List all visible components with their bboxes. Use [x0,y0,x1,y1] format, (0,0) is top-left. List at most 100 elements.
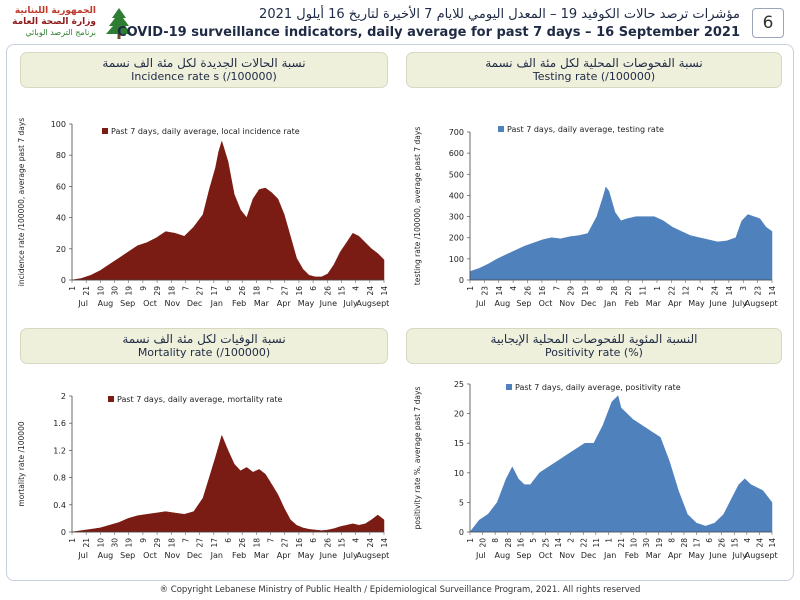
series-area [469,186,773,281]
x-day-tick-label: 12 [682,286,691,296]
x-month-label: Nov [164,299,180,308]
x-month-label: Mar [646,299,662,308]
legend-swatch [102,128,108,134]
x-month-label: May [298,551,315,560]
x-month-label: Jan [603,299,616,308]
x-day-tick-label: 2 [696,286,705,291]
x-day-tick-label: 16 [538,286,547,296]
x-month-label: Sep [516,551,531,560]
x-day-tick-label: 29 [153,286,162,296]
x-month-label: Augsept [356,551,389,560]
y-tick-label: 1.2 [53,446,66,455]
x-day-tick-label: 6 [224,286,233,291]
x-day-tick-label: 21 [82,286,91,296]
x-day-tick-label: 21 [82,538,91,548]
x-day-tick-label: 30 [111,286,120,296]
x-month-label: Jan [210,551,223,560]
y-tick-label: 60 [56,182,66,191]
x-day-tick-label: 17 [693,538,702,548]
mortality-title-ar: نسبة الوفيات لكل مئة الف نسمة [122,332,286,346]
x-month-label: Feb [232,299,246,308]
x-day-tick-label: 20 [624,286,633,296]
y-tick-label: 20 [454,410,464,419]
x-month-label: Dec [581,299,596,308]
x-day-tick-label: 26 [718,538,727,548]
x-month-label: May [298,299,315,308]
legend-swatch [498,126,504,132]
y-tick-label: 1.6 [53,419,66,428]
x-day-tick-label: 20 [479,538,488,548]
x-month-label: June [319,551,338,560]
x-month-label: Aug [495,551,511,560]
incidence-title-en: Incidence rate s (/100000) [131,70,277,83]
x-day-tick-label: 26 [238,286,247,296]
x-day-tick-label: 21 [617,538,626,548]
y-tick-label: 100 [449,255,464,264]
x-day-tick-label: 4 [352,286,361,291]
x-month-label: Apr [277,551,292,560]
x-month-label: Feb [625,551,639,560]
x-day-tick-label: 16 [295,538,304,548]
x-month-label: Oct [539,299,553,308]
x-day-tick-label: 9 [139,538,148,543]
x-month-label: Nov [559,551,575,560]
legend-label: Past 7 days, daily average, local incide… [111,127,300,136]
x-day-tick-label: 1 [466,538,475,543]
x-month-label: July [342,551,358,560]
x-month-label: July [342,299,358,308]
x-month-label: Dec [187,551,202,560]
x-month-label: Sep [120,299,135,308]
x-month-label: May [688,551,705,560]
x-day-tick-label: 5 [529,538,538,543]
x-day-tick-label: 18 [252,286,261,296]
x-day-tick-label: 11 [592,538,601,548]
x-day-tick-label: 10 [630,538,639,548]
x-month-label: Jul [77,299,88,308]
x-day-tick-label: 26 [323,538,332,548]
y-tick-label: 20 [56,245,66,254]
x-day-tick-label: 19 [655,538,664,548]
x-day-tick-label: 11 [639,286,648,296]
y-tick-label: 0 [459,276,464,285]
x-day-tick-label: 28 [680,538,689,548]
x-day-tick-label: 14 [380,538,389,548]
cedar-icon [106,8,132,39]
legend-swatch [108,396,114,402]
x-month-label: Jul [475,299,486,308]
legend-label: Past 7 days, daily average, testing rate [507,125,664,134]
x-day-tick-label: 7 [552,286,561,291]
x-month-label: June [708,299,727,308]
x-day-tick-label: 23 [480,286,489,296]
x-day-tick-label: 27 [196,286,205,296]
y-tick-label: 500 [449,170,464,179]
x-day-tick-label: 4 [743,538,752,543]
x-day-tick-label: 26 [238,538,247,548]
x-day-tick-label: 26 [524,286,533,296]
x-day-tick-label: 19 [581,286,590,296]
y-tick-label: 600 [449,149,464,158]
x-day-tick-label: 30 [642,538,651,548]
y-tick-label: 400 [449,191,464,200]
mortality-title-band: نسبة الوفيات لكل مئة الف نسمة Mortality … [20,328,388,364]
x-day-tick-label: 15 [730,538,739,548]
x-month-label: July [731,299,747,308]
x-month-label: Jan [603,551,616,560]
x-day-tick-label: 23 [754,286,763,296]
x-day-tick-label: 14 [768,286,777,296]
x-month-label: Augsept [745,551,778,560]
x-month-label: Aug [495,299,511,308]
incidence-title-ar: نسبة الحالات الجديدة لكل مئة الف نسمة [102,56,306,70]
x-month-label: Feb [625,299,639,308]
x-day-tick-label: 18 [252,538,261,548]
x-day-tick-label: 2 [567,538,576,543]
incidence-chart: 0 20 40 60 80 100 1 21 10 30 19 9 29 18 7 27 17 6 26 18 7 27 1… [17,118,389,308]
x-month-label: Nov [164,551,180,560]
x-day-tick-label: 24 [366,538,375,548]
x-day-tick-label: 15 [337,538,346,548]
x-month-label: June [708,551,727,560]
copyright-footer: ® Copyright Lebanese Ministry of Public … [159,585,641,595]
x-day-tick-label: 7 [267,286,276,291]
x-day-tick-label: 7 [181,538,190,543]
x-day-tick-label: 3 [739,286,748,291]
